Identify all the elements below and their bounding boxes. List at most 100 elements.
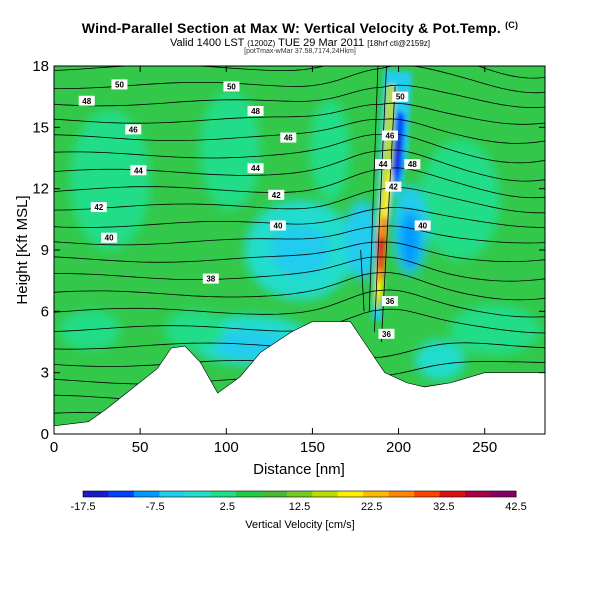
field-patch xyxy=(400,210,420,270)
contour-label: 40 xyxy=(418,221,427,230)
contour-label: 42 xyxy=(389,183,398,192)
isentrope-line xyxy=(54,241,545,263)
colorbar-swatch xyxy=(439,491,466,497)
colorbar-tick-label: 32.5 xyxy=(433,501,454,513)
x-tick-label: 250 xyxy=(472,439,497,456)
isentrope-line xyxy=(54,66,545,79)
contour-label: 44 xyxy=(251,164,260,173)
colorbar-swatch xyxy=(490,491,517,497)
colorbar-tick-label: -7.5 xyxy=(146,501,165,513)
x-tick-label: 0 xyxy=(50,439,58,456)
contour-label-bg xyxy=(247,163,264,174)
colorbar-frame xyxy=(82,490,517,498)
isentrope-line xyxy=(54,272,545,301)
isentrope-line xyxy=(54,133,545,164)
colorbar-swatch xyxy=(286,491,313,497)
contour-label-bg xyxy=(268,189,285,200)
isentrope-line xyxy=(54,225,545,246)
isentrope-line xyxy=(54,207,545,228)
contour-label-bg xyxy=(269,220,286,231)
y-tick-label: 9 xyxy=(41,242,49,259)
subtitle-main2: TUE 29 Mar 2011 xyxy=(278,37,365,49)
contour-label: 48 xyxy=(82,97,91,106)
field-patch xyxy=(310,100,350,200)
colorbar: -17.5 -7.5 2.5 12.5 22.5 32.5 42.5 xyxy=(70,490,527,513)
contour-label-bg xyxy=(280,132,297,143)
contour-label: 48 xyxy=(408,160,417,169)
chart-subtitle: Valid 1400 LST (1200Z) TUE 29 Mar 2011 [… xyxy=(169,37,431,49)
contour-label-bg xyxy=(392,91,409,102)
contour-label-bg xyxy=(78,95,95,106)
terrain-mask xyxy=(54,321,545,434)
contour-label-bg xyxy=(125,124,142,135)
contour-label-bg xyxy=(414,220,431,231)
y-tick-label: 12 xyxy=(32,181,49,198)
colorbar-swatch xyxy=(133,491,160,497)
colorbar-tick-label: 2.5 xyxy=(220,501,235,513)
contour-label: 44 xyxy=(379,160,388,169)
colorbar-swatch xyxy=(414,491,441,497)
colorbar-swatch xyxy=(235,491,262,497)
contour-label: 40 xyxy=(274,221,283,230)
colorbar-swatch xyxy=(465,491,492,497)
colorbar-swatch xyxy=(388,491,415,497)
colorbar-swatch xyxy=(108,491,135,497)
colorbar-tick-label: -17.5 xyxy=(70,501,95,513)
x-tick-label: 100 xyxy=(214,439,239,456)
field-patch xyxy=(60,310,120,350)
contour-label-bg xyxy=(202,273,219,284)
isentrope-line xyxy=(360,249,365,312)
colorbar-swatch xyxy=(184,491,211,497)
y-tick-label: 18 xyxy=(32,58,49,75)
colorbar-swatch xyxy=(83,491,109,497)
field-patch xyxy=(450,305,540,355)
isentrope-line xyxy=(374,66,387,332)
field-patch xyxy=(200,90,260,210)
chart-title: Wind-Parallel Section at Max W: Vertical… xyxy=(81,20,519,36)
contour-label-bg xyxy=(385,181,402,192)
colorbar-swatch xyxy=(159,491,186,497)
isentrope-line xyxy=(54,167,545,199)
contour-label-bg xyxy=(101,232,118,243)
contour-label-bg xyxy=(247,105,264,116)
y-tick-label: 0 xyxy=(41,426,49,443)
x-axis-label: Distance [nm] xyxy=(253,461,345,478)
contour-labels: 50 50 48 48 46 46 44 44 42 42 40 40 38 50 46 44 48 42 40 36… xyxy=(78,79,431,339)
contour-label: 46 xyxy=(385,132,394,141)
colorbar-swatch xyxy=(337,491,364,497)
isentrope-line xyxy=(54,289,545,318)
contour-label-bg xyxy=(130,165,147,176)
colorbar-swatch xyxy=(363,491,390,497)
subtitle-small1: (1200Z) xyxy=(247,39,276,48)
contour-label: 50 xyxy=(227,82,236,91)
contour-label: 42 xyxy=(272,191,281,200)
contour-label: 46 xyxy=(129,125,138,134)
colorbar-swatch xyxy=(312,491,339,497)
x-tick-label: 150 xyxy=(300,439,325,456)
contour-label: 50 xyxy=(115,80,124,89)
isentrope-line xyxy=(54,102,545,125)
contour-label-bg xyxy=(90,202,107,213)
field-patch xyxy=(165,310,225,350)
field-patch xyxy=(270,225,330,275)
colorbar-tick-label: 12.5 xyxy=(289,501,310,513)
contour-label-bg xyxy=(378,328,395,339)
contour-label-bg xyxy=(381,130,398,141)
contour-label-bg xyxy=(404,159,421,170)
contour-label-bg xyxy=(223,81,240,92)
y-tick-label: 15 xyxy=(32,119,49,136)
field-patch xyxy=(415,340,465,380)
colorbar-tick-label: 42.5 xyxy=(505,501,526,513)
contour-label: 48 xyxy=(251,107,260,116)
contour-label: 38 xyxy=(206,275,215,284)
chart-subtitle-small: [potTmax-wMar 37.58,7174,24Hkm] xyxy=(244,48,356,55)
x-axis: 0 50 100 150 200 250 xyxy=(50,66,497,456)
contour-label-bg xyxy=(381,296,398,307)
subtitle-small2: [18hrf ctl@2159z] xyxy=(367,39,431,48)
colorbar-tick-label: 22.5 xyxy=(361,501,382,513)
y-axis-label: Height [Kft MSL] xyxy=(14,195,31,304)
contour-label: 50 xyxy=(396,93,405,102)
isentrope-line xyxy=(54,256,545,282)
